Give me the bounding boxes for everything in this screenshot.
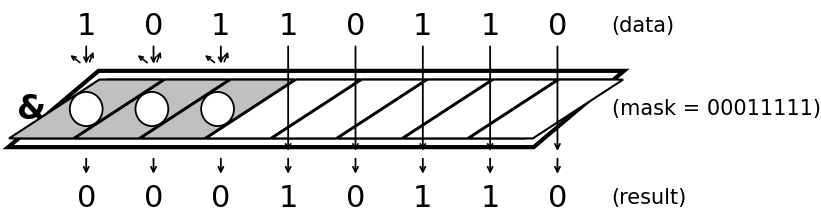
Text: (data): (data) [612,16,675,36]
Text: 0: 0 [346,12,365,41]
Polygon shape [9,80,163,138]
Text: 1: 1 [278,184,298,213]
Polygon shape [272,80,426,138]
Ellipse shape [135,92,168,126]
Text: (result): (result) [612,188,687,208]
Text: 0: 0 [76,184,96,213]
Polygon shape [469,80,623,138]
Text: 1: 1 [480,12,500,41]
Text: 0: 0 [548,184,567,213]
Text: 1: 1 [413,12,433,41]
Text: 1: 1 [278,12,298,41]
Text: (mask = 00011111): (mask = 00011111) [612,99,821,119]
Text: 1: 1 [211,12,231,41]
Text: 0: 0 [211,184,231,213]
Text: 1: 1 [413,184,433,213]
Polygon shape [75,80,229,138]
Polygon shape [403,80,557,138]
Ellipse shape [70,92,103,126]
Text: 0: 0 [144,184,163,213]
Text: &: & [16,92,46,126]
Polygon shape [206,80,360,138]
Polygon shape [8,71,624,147]
Polygon shape [337,80,492,138]
Polygon shape [16,80,616,138]
Text: 0: 0 [548,12,567,41]
Text: 1: 1 [480,184,500,213]
Text: 0: 0 [346,184,365,213]
Ellipse shape [201,92,234,126]
Text: 0: 0 [144,12,163,41]
Polygon shape [140,80,295,138]
Text: 1: 1 [76,12,96,41]
